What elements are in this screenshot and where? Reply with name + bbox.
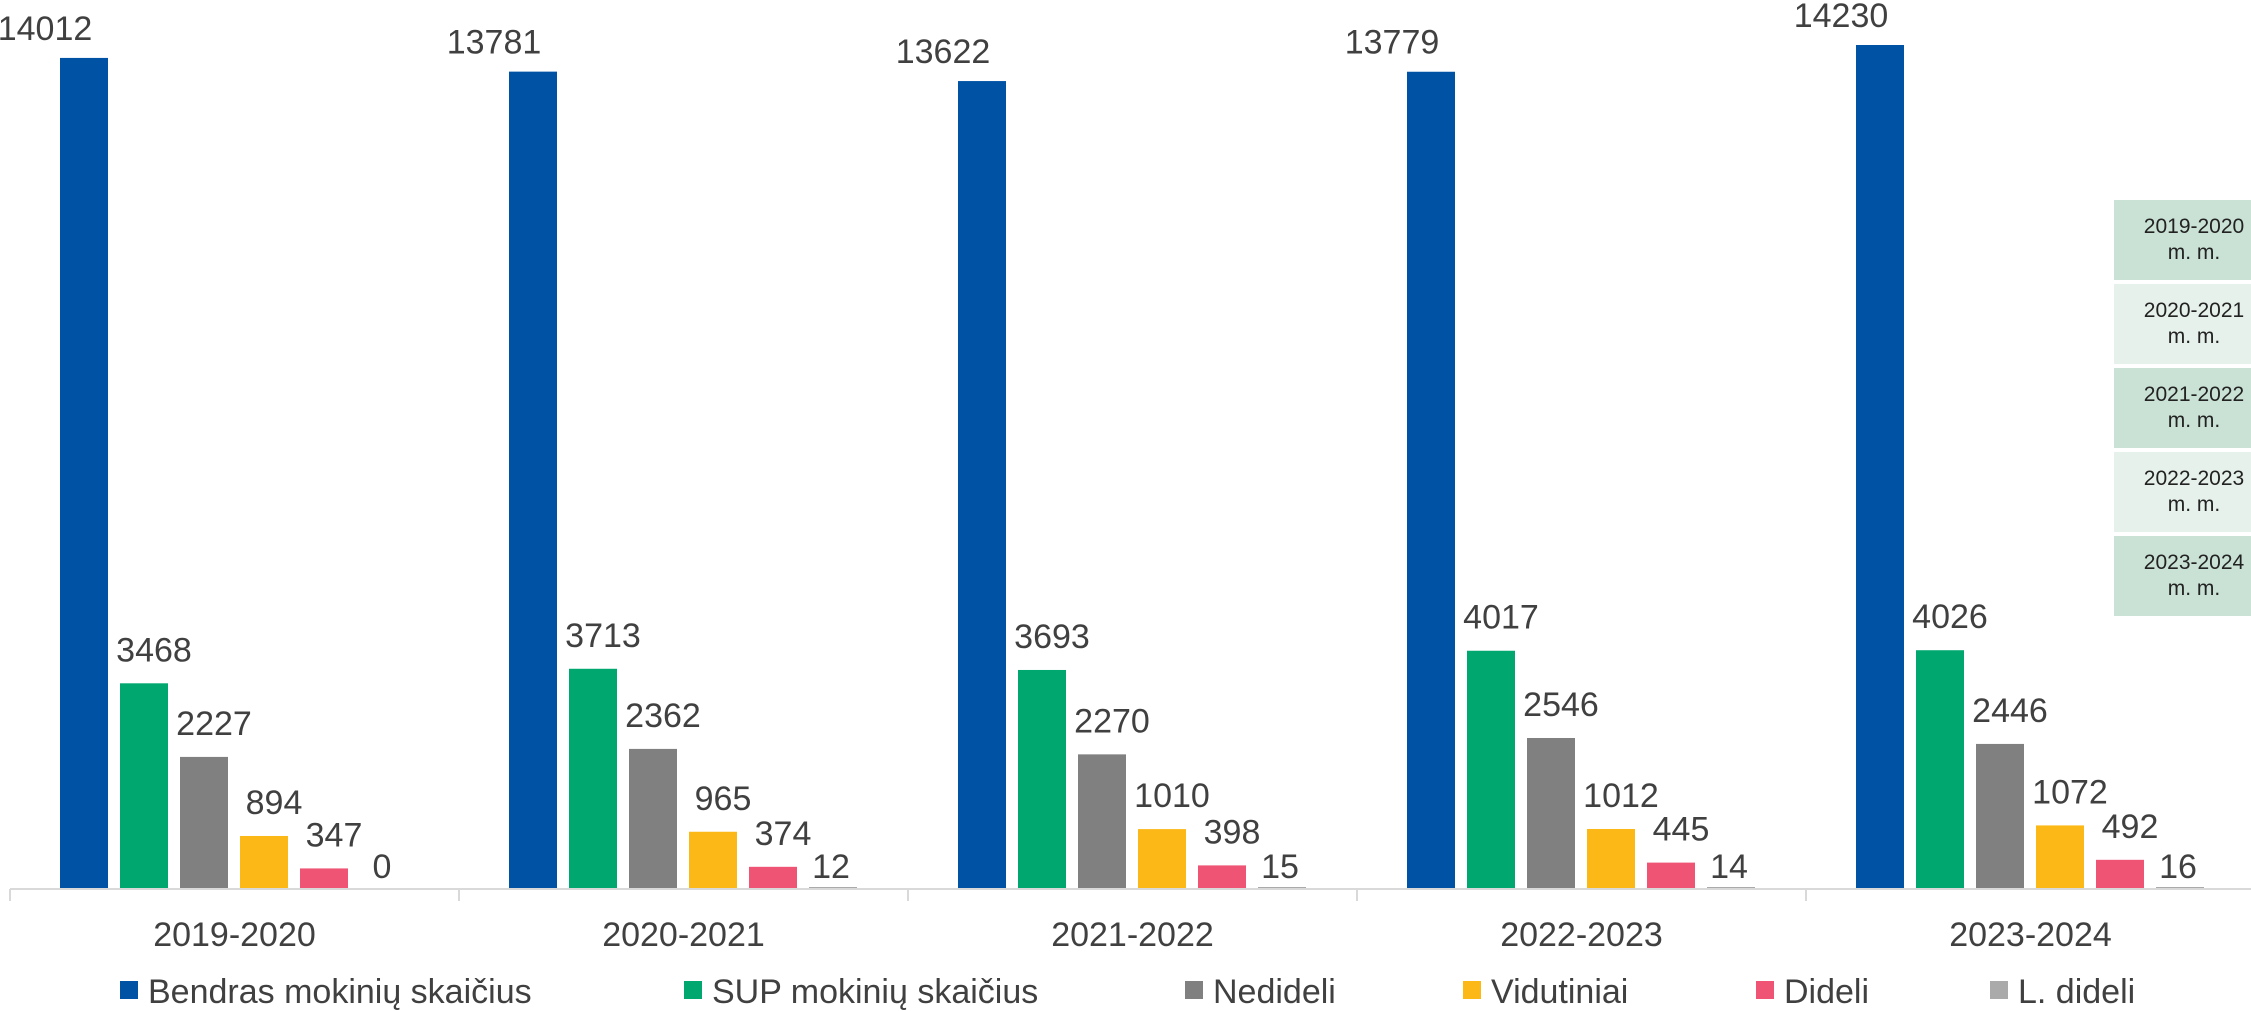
- side-table-suffix: m. m.: [2167, 577, 2221, 600]
- value-label: 3468: [116, 631, 192, 669]
- side-table-year: 2020-2021: [2143, 299, 2245, 322]
- value-label: 2270: [1074, 702, 1150, 740]
- legend: Bendras mokinių skaičius SUP mokinių skai…: [120, 973, 2135, 1011]
- value-label: 2362: [625, 697, 701, 735]
- value-label: 492: [2102, 808, 2159, 846]
- category-labels: 2019-2020 2020-2021 2021-2022 2022-2023 2023…: [153, 916, 2112, 954]
- bar: [60, 57, 108, 889]
- side-table-suffix: m. m.: [2167, 493, 2221, 516]
- bar: [749, 866, 797, 889]
- legend-label: Bendras mokinių skaičius: [148, 973, 532, 1011]
- category-label: 2021-2022: [1051, 916, 1214, 954]
- side-table-year: 2021-2022: [2143, 383, 2245, 406]
- category-label: 2019-2020: [153, 916, 316, 954]
- value-label: 1072: [2032, 773, 2108, 811]
- bar: [1527, 737, 1575, 889]
- bar: [1018, 669, 1066, 889]
- side-table-suffix: m. m.: [2167, 409, 2221, 432]
- bar: [629, 748, 677, 889]
- legend-label: Dideli: [1784, 973, 1869, 1011]
- side-table-row: 2022-2023 m. m.: [2114, 452, 2251, 532]
- bar: [509, 71, 557, 889]
- bar: [1976, 743, 2024, 889]
- bar: [1078, 754, 1126, 889]
- value-label: 1010: [1134, 777, 1210, 815]
- bar: [240, 835, 288, 889]
- value-label: 15: [1261, 848, 1299, 886]
- value-label: 2446: [1972, 692, 2048, 730]
- legend-label: Vidutiniai: [1491, 973, 1628, 1011]
- bars-layer: [60, 45, 2204, 890]
- side-table-row: 2023-2024 m. m.: [2114, 536, 2251, 616]
- bar: [689, 831, 737, 889]
- bar: [1916, 650, 1964, 889]
- bar: [2096, 859, 2144, 889]
- bar: [1587, 828, 1635, 889]
- bar: [1198, 865, 1246, 889]
- bar: [2036, 825, 2084, 889]
- value-label: 894: [246, 784, 303, 822]
- category-label: 2020-2021: [602, 916, 765, 954]
- value-label: 16: [2159, 848, 2197, 886]
- side-table-year: 2022-2023: [2143, 467, 2245, 490]
- side-table-row: 2020-2021 m. m.: [2114, 284, 2251, 364]
- side-table-row: 2021-2022 m. m.: [2114, 368, 2251, 448]
- value-label: 3693: [1014, 618, 1090, 656]
- bar: [958, 81, 1006, 889]
- legend-swatch: [1990, 981, 2008, 999]
- category-label: 2022-2023: [1500, 916, 1663, 954]
- bar: [1467, 650, 1515, 889]
- value-label: 4017: [1463, 599, 1539, 637]
- side-table-row: 2019-2020 m. m.: [2114, 200, 2251, 280]
- value-label: 347: [306, 816, 363, 854]
- legend-swatch: [1756, 981, 1774, 999]
- value-label: 398: [1204, 813, 1261, 851]
- value-label: 1012: [1583, 777, 1659, 815]
- legend-swatch: [1185, 981, 1203, 999]
- legend-label: Nedideli: [1213, 973, 1336, 1011]
- value-label: 13781: [447, 24, 542, 62]
- bar: [1647, 862, 1695, 889]
- value-label: 4026: [1912, 598, 1988, 636]
- side-table-year: 2023-2024: [2143, 551, 2245, 574]
- value-label: 14: [1710, 848, 1748, 886]
- legend-label: L. dideli: [2018, 973, 2135, 1011]
- x-axis-ticks: [9, 889, 1807, 901]
- category-label: 2023-2024: [1949, 916, 2112, 954]
- value-label: 0: [373, 848, 392, 886]
- value-label: 2227: [176, 705, 252, 743]
- side-table: 2019-2020 m. m. 2020-2021 m. m. 2021-202…: [2114, 200, 2251, 620]
- bar: [569, 668, 617, 889]
- value-label: 14012: [0, 10, 92, 48]
- value-label: 374: [755, 815, 812, 853]
- bar: [1856, 45, 1904, 889]
- bar: [300, 868, 348, 889]
- value-label: 3713: [565, 617, 641, 655]
- side-table-year: 2019-2020: [2143, 215, 2245, 238]
- bar: [120, 683, 168, 889]
- value-labels-layer: 1401234682227894347013781371323629653741…: [0, 0, 2197, 886]
- legend-swatch: [1463, 981, 1481, 999]
- legend-label: SUP mokinių skaičius: [712, 973, 1038, 1011]
- legend-swatch: [684, 981, 702, 999]
- value-label: 965: [695, 780, 752, 818]
- legend-swatch: [120, 981, 138, 999]
- value-label: 13779: [1345, 24, 1440, 62]
- value-label: 13622: [896, 33, 991, 71]
- value-label: 14230: [1794, 0, 1889, 35]
- bar: [180, 756, 228, 889]
- value-label: 2546: [1523, 686, 1599, 724]
- side-table-suffix: m. m.: [2167, 325, 2221, 348]
- bar: [1407, 71, 1455, 890]
- side-table-suffix: m. m.: [2167, 241, 2221, 264]
- value-label: 445: [1653, 811, 1710, 849]
- value-label: 12: [812, 848, 850, 886]
- bar: [1138, 829, 1186, 889]
